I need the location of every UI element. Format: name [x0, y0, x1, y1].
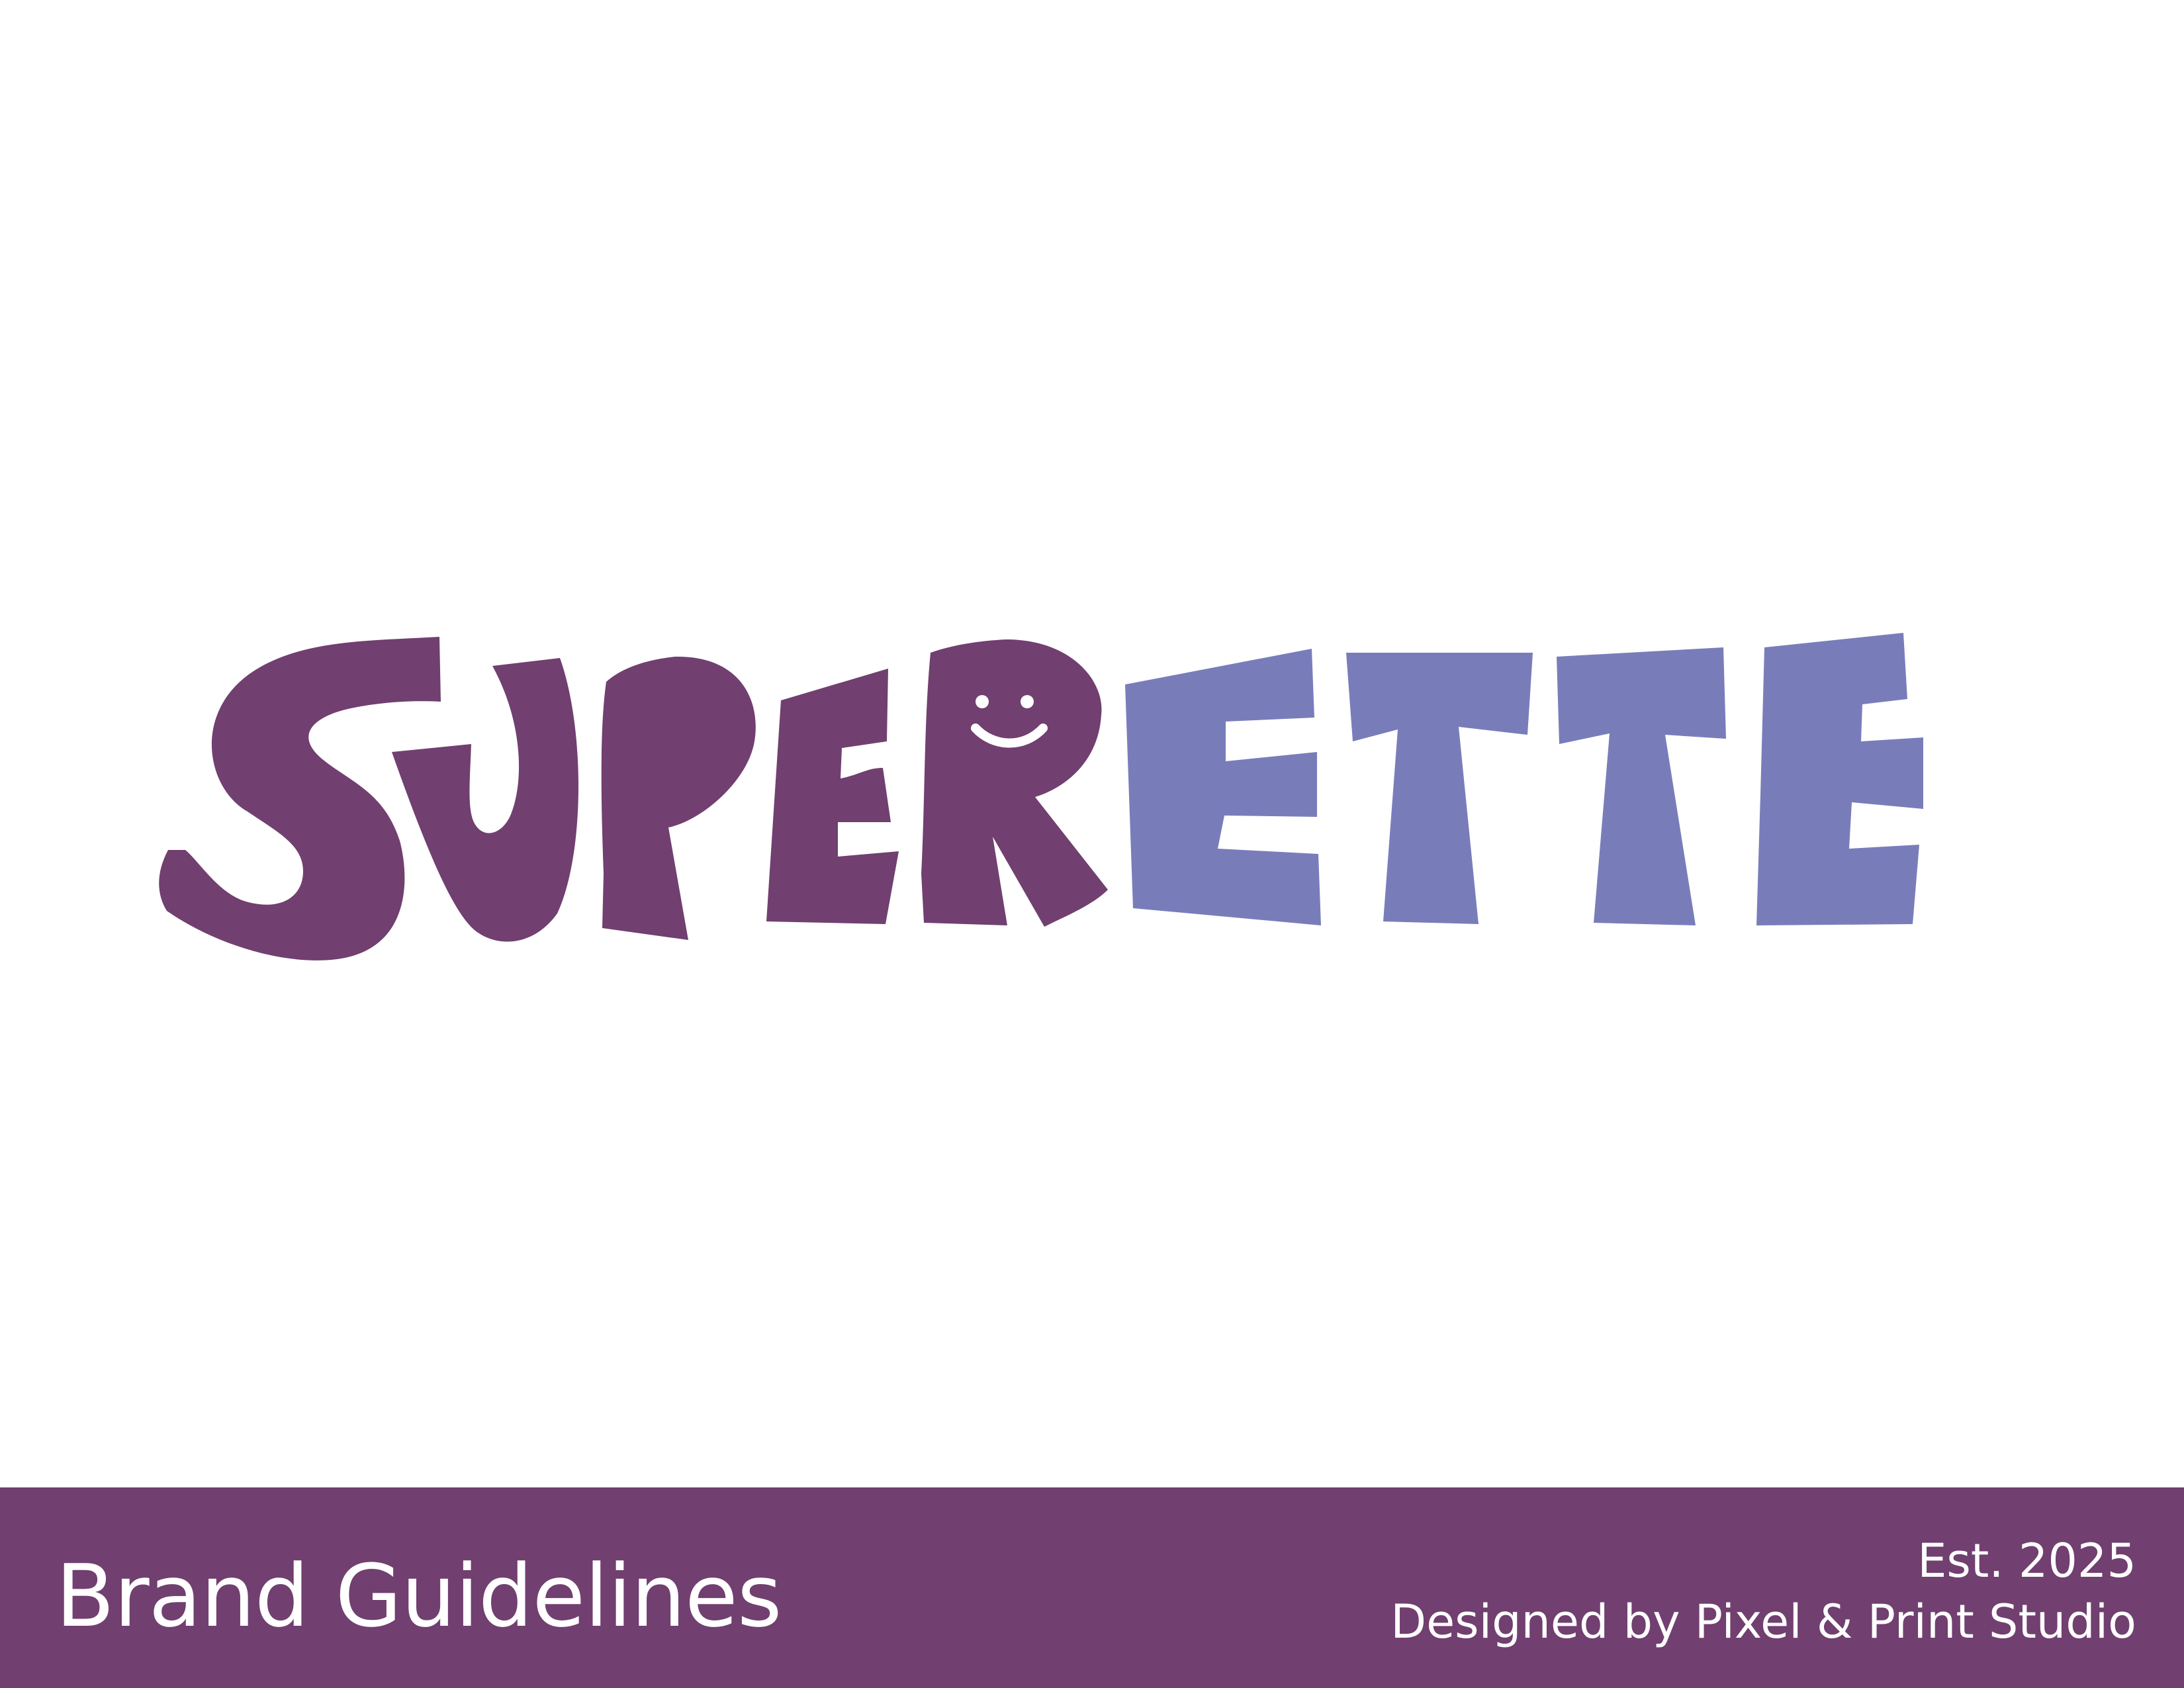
logo-area: [159, 633, 1923, 961]
logo-letter-e-secondary-2: [1756, 633, 1923, 925]
logo-letter-e-primary: [766, 669, 899, 924]
logo-letter-e-secondary-1: [1125, 649, 1321, 925]
designer-credit: Designed by Pixel & Print Studio: [1390, 1595, 2136, 1649]
logo-smiley-mouth-icon: [971, 724, 1048, 748]
logo-letter-t-2: [1557, 647, 1726, 925]
logo-letter-u: [392, 658, 579, 942]
logo-letter-t-1: [1346, 653, 1533, 924]
logo-letter-s: [159, 637, 441, 961]
superette-wordmark-logo: [159, 633, 1923, 961]
footer-meta: Est. 2025 Designed by Pixel & Print Stud…: [1390, 1530, 2136, 1652]
logo-smiley-right-eye-icon: [1021, 695, 1034, 708]
footer-band: [0, 1487, 2184, 1688]
established-year: Est. 2025: [1917, 1534, 2136, 1588]
logo-letter-r: [921, 639, 1108, 927]
logo-letter-p: [601, 656, 756, 940]
logo-smiley-left-eye-icon: [976, 695, 989, 708]
footer-title: Brand Guidelines: [56, 1546, 782, 1646]
